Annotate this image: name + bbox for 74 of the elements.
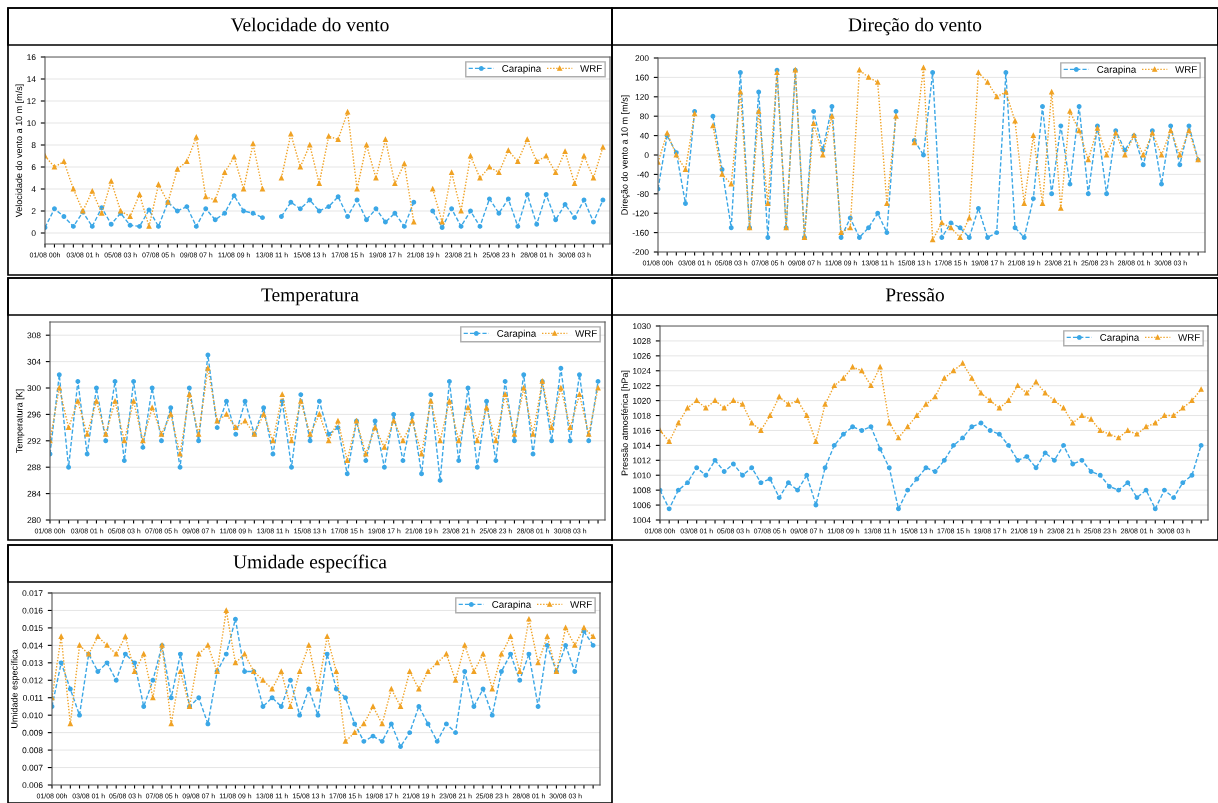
legend-label: Carapina (497, 329, 537, 339)
y-axis-title: Direção do vento a 10 m [m/s] (621, 95, 630, 215)
y-tick-label: 304 (27, 358, 41, 365)
y-tick-label: 2 (31, 208, 36, 215)
y-tick-label: 0.015 (22, 625, 43, 632)
y-tick-label: 4 (31, 186, 36, 193)
y-tick-label: 0 (31, 230, 36, 237)
y-tick-label: 0.010 (22, 712, 43, 719)
y-tick-label: 14 (27, 76, 36, 83)
y-tick-label: 6 (31, 164, 36, 171)
y-tick-label: 160 (635, 74, 649, 81)
y-tick-label: 16 (27, 54, 36, 61)
y-tick-label: 308 (27, 332, 41, 339)
y-axis-title: Umidade específica (10, 649, 20, 728)
chart-title: Temperatura (261, 288, 359, 306)
y-tick-label: -80 (637, 191, 649, 197)
y-tick-label: 0.012 (22, 677, 43, 684)
y-tick-label: 0.006 (22, 782, 43, 789)
y-tick-label: 300 (27, 385, 41, 392)
y-tick-label: -200 (632, 249, 649, 256)
y-tick-label: 0.017 (22, 590, 43, 597)
y-tick-label: 1012 (633, 457, 651, 464)
y-tick-label: 0 (644, 152, 649, 159)
legend-label: WRF (570, 601, 592, 608)
y-tick-label: 1028 (633, 338, 651, 345)
y-tick-label: 0.016 (22, 607, 43, 614)
y-tick-label: 1020 (633, 397, 651, 404)
chart-title: Umidade específica (233, 554, 387, 573)
legend-label: Carapina (502, 64, 542, 74)
chart-title: Direção do vento (848, 17, 982, 36)
y-tick-label: 80 (640, 113, 649, 120)
y-tick-label: 0.007 (22, 764, 43, 771)
y-tick-label: 8 (31, 142, 36, 149)
y-axis-title: Velocidade do vento a 10 m [m/s] (15, 84, 24, 218)
legend-label: WRF (580, 65, 602, 72)
y-tick-label: 40 (639, 132, 649, 139)
y-tick-label: 1010 (633, 472, 651, 479)
y-tick-label: 200 (635, 55, 649, 62)
y-tick-label: 292 (27, 438, 41, 444)
legend-label: Carapina (1100, 333, 1140, 343)
y-tick-label: 0.008 (22, 747, 43, 754)
y-tick-label: -40 (637, 171, 649, 178)
y-tick-label: 0.014 (22, 642, 43, 649)
y-axis-title: Pressão atmosférica [hPa] (621, 370, 630, 476)
y-tick-label: 12 (27, 98, 36, 105)
y-tick-label: -160 (632, 229, 649, 236)
chart-title: Velocidade do vento (230, 17, 389, 32)
y-tick-label: 296 (27, 411, 41, 418)
legend-label: Carapina (492, 600, 532, 610)
y-tick-label: 10 (27, 120, 36, 127)
legend-label: Carapina (1097, 65, 1137, 75)
y-tick-label: 284 (27, 490, 41, 497)
chart-title: Pressão (885, 288, 944, 302)
y-tick-label: 120 (635, 94, 649, 100)
y-tick-label: 1030 (633, 323, 651, 330)
y-tick-label: -120 (632, 210, 649, 217)
y-axis-title: Temperatura [K] (15, 389, 25, 453)
y-tick-label: 1014 (633, 442, 651, 449)
y-tick-label: 280 (27, 517, 41, 524)
y-tick-label: 288 (27, 464, 41, 471)
y-tick-label: 1016 (633, 427, 651, 434)
legend-label: WRF (1178, 334, 1200, 341)
y-tick-label: 1006 (633, 502, 651, 509)
y-tick-label: 1008 (633, 487, 651, 494)
y-tick-label: 1024 (633, 367, 651, 374)
y-tick-label: 0.013 (22, 660, 43, 666)
y-tick-label: 0.011 (23, 694, 43, 701)
y-tick-label: 1022 (633, 382, 651, 389)
y-tick-label: 1004 (633, 517, 651, 524)
legend-label: WRF (575, 330, 597, 337)
y-tick-label: 1026 (633, 353, 651, 359)
y-tick-label: 0.009 (22, 729, 43, 736)
y-tick-label: 1018 (633, 412, 651, 419)
legend-label: WRF (1175, 66, 1197, 73)
